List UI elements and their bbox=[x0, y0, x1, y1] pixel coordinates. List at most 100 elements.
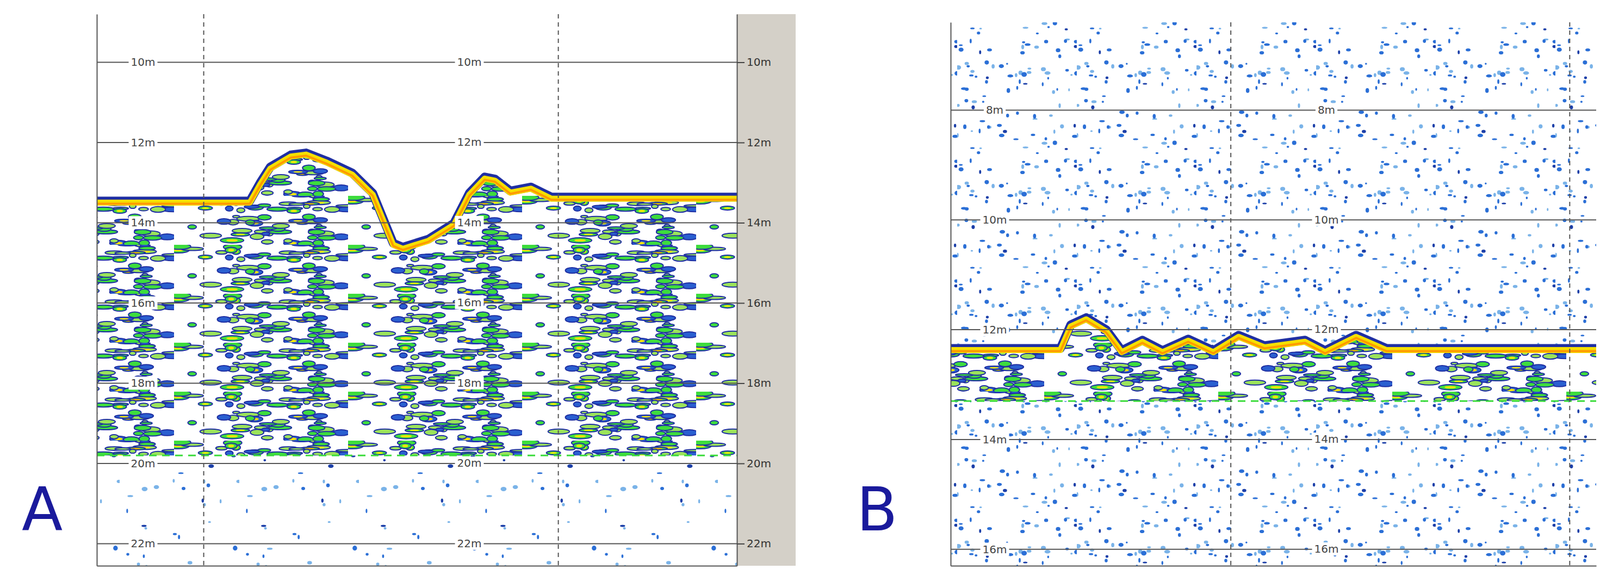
label-ground bbox=[455, 295, 485, 309]
grid-line bbox=[96, 542, 737, 544]
tick-label: 12m bbox=[746, 135, 772, 150]
tick: 18m bbox=[736, 376, 772, 390]
panel-letter: B bbox=[856, 474, 898, 545]
mid-labels: 10m12m14m16m18m20m22m bbox=[455, 55, 485, 550]
label-ground bbox=[128, 55, 158, 69]
grid bbox=[950, 109, 1597, 549]
label-ground bbox=[128, 376, 158, 390]
tick: 18m bbox=[96, 376, 158, 390]
tick: 16m bbox=[96, 296, 158, 310]
tick: 14m bbox=[96, 215, 158, 229]
seabed bbox=[96, 154, 737, 249]
tick-label: 10m bbox=[982, 213, 1008, 227]
grid-line bbox=[96, 221, 737, 223]
axis-line bbox=[97, 565, 738, 567]
axis-line bbox=[951, 565, 1597, 567]
tick-mark bbox=[736, 302, 745, 304]
canvas: 10m 12m 14m 16m 18m 20m 22m 10m 12m 14m 16m 18m 20m 2… bbox=[0, 0, 1600, 569]
tick-label: 8m bbox=[1317, 103, 1336, 117]
tick-label: 10m bbox=[1314, 213, 1339, 227]
label-ground bbox=[980, 542, 1010, 556]
label-ground bbox=[128, 215, 158, 229]
label-ground bbox=[455, 376, 485, 390]
axis-line bbox=[950, 22, 952, 567]
seabed bbox=[950, 320, 1597, 354]
tick-label: 22m bbox=[131, 536, 156, 550]
tick-label: 12m bbox=[457, 135, 482, 149]
label-ground bbox=[455, 536, 485, 550]
sediment-layer bbox=[950, 319, 1597, 401]
grid-line bbox=[96, 462, 737, 464]
y-axis: 8m 10m 12m 14m 16m bbox=[950, 22, 1009, 567]
tick-label: 10m bbox=[746, 55, 772, 69]
grid-line bbox=[950, 548, 1597, 550]
axis-line bbox=[96, 14, 98, 567]
tick: 16m bbox=[950, 542, 1009, 556]
tick-label: 8m bbox=[985, 103, 1004, 117]
mid-labels: 8m10m12m14m16m bbox=[1312, 103, 1342, 556]
tick-label: 16m bbox=[131, 296, 156, 310]
axis-strip bbox=[736, 14, 796, 566]
label-ground bbox=[128, 135, 158, 150]
tick: 8m bbox=[950, 103, 1006, 117]
x-axis bbox=[951, 565, 1597, 567]
tick-label: 14m bbox=[131, 215, 156, 229]
plot-area bbox=[96, 152, 737, 566]
tick-label: 18m bbox=[131, 376, 156, 390]
tick-label: 14m bbox=[457, 215, 482, 229]
layer-base bbox=[950, 400, 1597, 402]
water-echo bbox=[950, 22, 1597, 352]
tick-label: 14m bbox=[746, 215, 772, 229]
tick: 22m bbox=[96, 536, 158, 550]
label-ground bbox=[128, 456, 158, 470]
tick-label: 14m bbox=[982, 432, 1008, 446]
tick-label: 22m bbox=[457, 536, 482, 550]
plot-area bbox=[950, 22, 1597, 566]
tick: 14m bbox=[950, 432, 1009, 446]
grid-line bbox=[96, 61, 737, 63]
label-ground bbox=[128, 296, 158, 310]
tick-label: 12m bbox=[131, 135, 156, 150]
tick-label: 16m bbox=[982, 542, 1008, 556]
grid-line bbox=[950, 329, 1597, 331]
tick-label: 12m bbox=[982, 323, 1008, 337]
tick-label: 18m bbox=[746, 376, 772, 390]
grid bbox=[96, 61, 737, 544]
tick-mark bbox=[736, 222, 745, 224]
label-ground bbox=[1312, 432, 1342, 446]
tick: 14m bbox=[736, 215, 772, 229]
label-ground bbox=[1312, 542, 1342, 556]
label-ground bbox=[1312, 322, 1342, 336]
label-ground bbox=[128, 536, 158, 550]
seabed bbox=[96, 155, 737, 250]
grid-line bbox=[96, 141, 737, 144]
label-ground bbox=[980, 213, 1010, 227]
grid-line bbox=[950, 438, 1597, 440]
tick: 10m bbox=[96, 55, 158, 69]
tick-label: 14m bbox=[1314, 432, 1339, 446]
grid-line bbox=[96, 302, 737, 304]
panel: 10m 12m 14m 16m 18m 20m 22m 10m 12m 14m 16m 18m 20m 2… bbox=[21, 14, 796, 567]
tick: 10m bbox=[950, 213, 1009, 227]
label-ground bbox=[980, 432, 1010, 446]
tick-mark bbox=[736, 141, 745, 144]
deep-echo bbox=[950, 400, 1597, 566]
label-ground bbox=[1315, 103, 1338, 117]
tick-label: 16m bbox=[457, 295, 482, 309]
panel-letter: A bbox=[21, 474, 63, 545]
tick: 16m bbox=[736, 296, 772, 310]
grid-line bbox=[950, 219, 1597, 221]
panel: 8m10m12m14m16m8m10m12m14m16mB bbox=[856, 22, 1597, 567]
label-ground bbox=[1312, 213, 1342, 227]
tick-label: 16m bbox=[746, 296, 772, 310]
x-axis bbox=[97, 565, 738, 567]
y-axis-right: 10m12m14m16m18m20m22m bbox=[736, 14, 772, 567]
tick-label: 20m bbox=[746, 456, 772, 470]
tick: 12m bbox=[96, 135, 158, 150]
y-axis: 10m 12m 14m 16m 18m 20m 22m bbox=[96, 14, 158, 567]
event-marker bbox=[1569, 22, 1571, 566]
label-ground bbox=[455, 215, 485, 229]
tick-label: 20m bbox=[131, 456, 156, 470]
label-ground bbox=[980, 323, 1010, 337]
label-ground bbox=[455, 135, 485, 149]
